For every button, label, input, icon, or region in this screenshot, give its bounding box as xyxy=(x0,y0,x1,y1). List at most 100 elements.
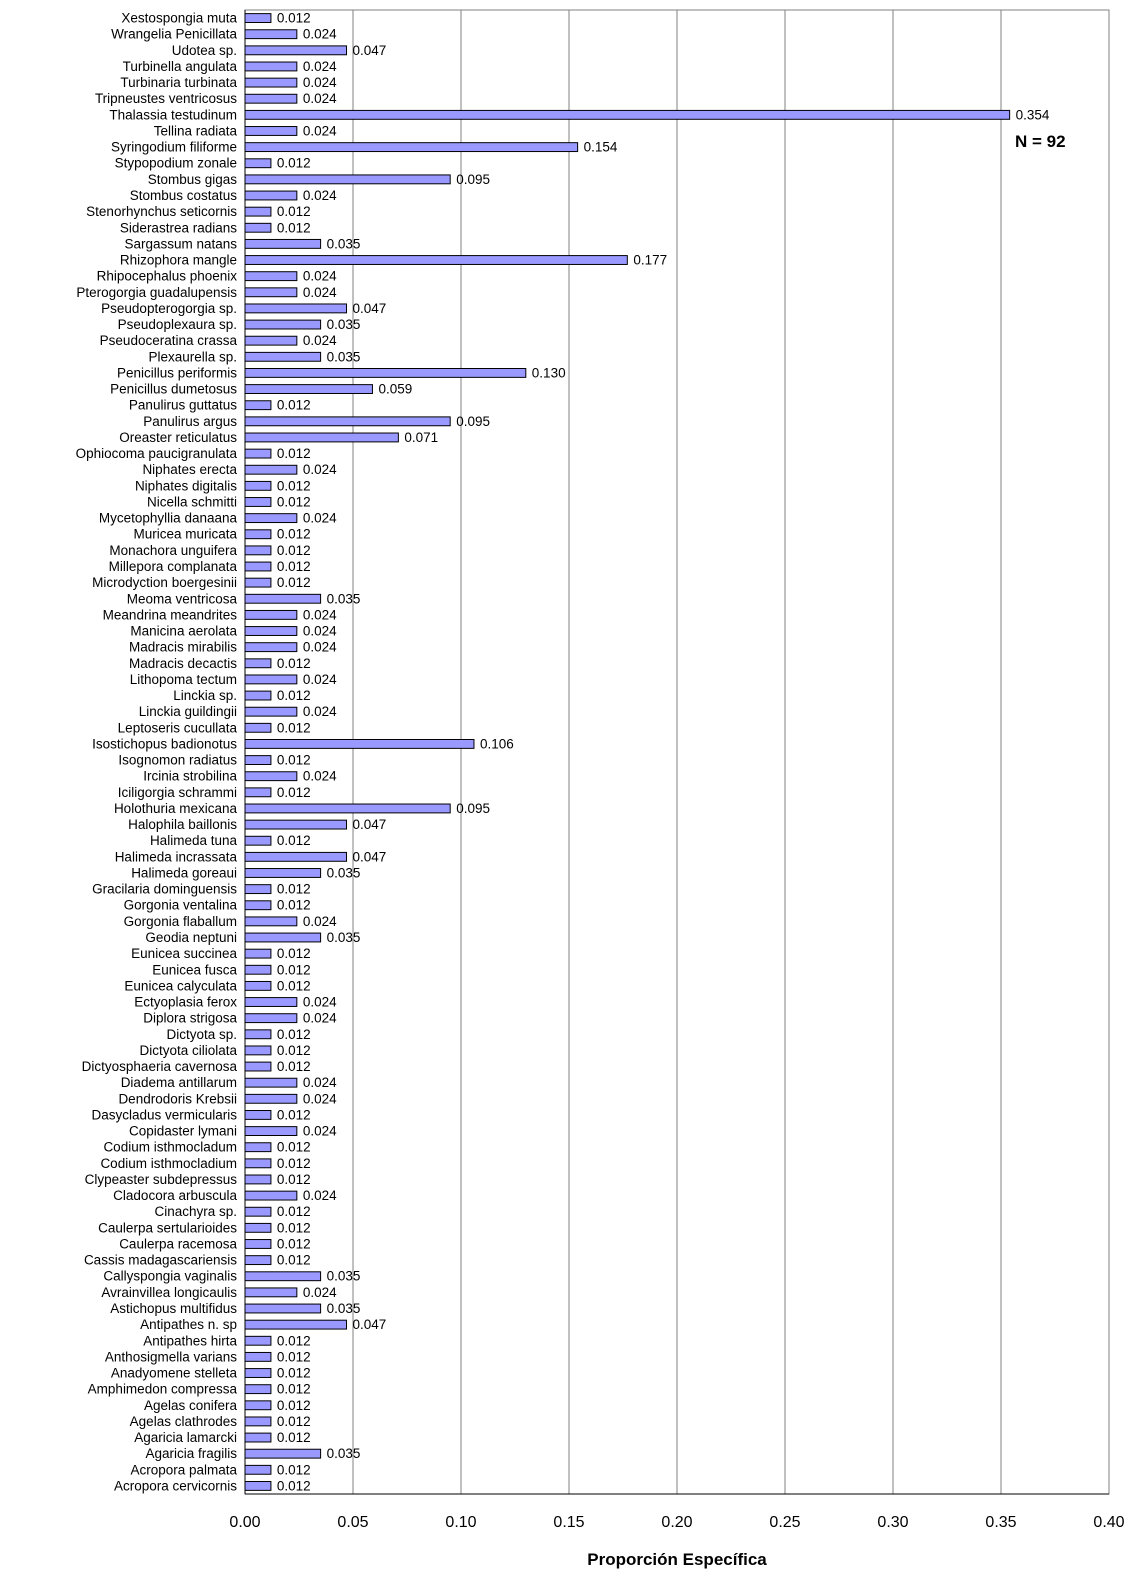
value-label: 0.012 xyxy=(277,398,311,413)
value-label: 0.012 xyxy=(277,494,311,509)
category-label: Sargassum natans xyxy=(124,236,237,251)
category-label: Dictyota sp. xyxy=(166,1027,237,1042)
bar xyxy=(244,319,322,330)
value-label: 0.012 xyxy=(277,1382,311,1397)
category-label: Niphates erecta xyxy=(142,462,237,477)
value-label: 0.035 xyxy=(327,236,361,251)
gridlines xyxy=(244,9,1110,1495)
value-label: 0.177 xyxy=(633,253,667,268)
category-label: Penicillus periformis xyxy=(117,365,237,380)
value-label: 0.024 xyxy=(303,188,337,203)
value-label: 0.024 xyxy=(303,995,337,1010)
category-label: Nicella schmitti xyxy=(147,494,237,509)
bar xyxy=(244,529,272,540)
category-label: Anthosigmella varians xyxy=(105,1349,237,1364)
bar xyxy=(244,1271,322,1282)
bar xyxy=(244,222,272,233)
category-label: Leptoseris cucullata xyxy=(118,720,238,735)
category-label: Codium isthmocladium xyxy=(100,1156,237,1171)
bar xyxy=(244,255,628,265)
value-label: 0.035 xyxy=(327,591,361,606)
value-label: 0.012 xyxy=(277,656,311,671)
category-label: Cassis madagascariensis xyxy=(84,1253,237,1268)
value-label: 0.024 xyxy=(303,75,337,90)
x-tick-label: 0.30 xyxy=(877,1514,908,1531)
bar xyxy=(244,1303,322,1314)
category-label: Holothuria mexicana xyxy=(114,801,238,816)
value-label: 0.012 xyxy=(277,1478,311,1493)
category-label: Udotea sp. xyxy=(172,43,237,58)
value-label: 0.024 xyxy=(303,511,337,526)
bar xyxy=(244,851,348,862)
value-label: 0.012 xyxy=(277,156,311,171)
bar xyxy=(244,400,272,411)
category-label: Iciligorgia schrammi xyxy=(118,785,237,800)
bar xyxy=(244,335,298,346)
bar xyxy=(244,932,322,943)
category-label: Turbinaria turbinata xyxy=(120,75,237,90)
bar xyxy=(244,1464,272,1475)
category-label: Madracis decactis xyxy=(129,656,237,671)
value-label: 0.012 xyxy=(277,1398,311,1413)
value-label: 0.012 xyxy=(277,220,311,235)
category-label: Ircinia strobilina xyxy=(143,769,237,784)
value-label: 0.024 xyxy=(303,1124,337,1139)
category-label: Eunicea calyculata xyxy=(124,978,237,993)
value-label: 0.095 xyxy=(456,801,490,816)
value-label: 0.024 xyxy=(303,769,337,784)
bar xyxy=(244,45,348,56)
bar xyxy=(244,1013,298,1024)
category-label: Stenorhynchus seticornis xyxy=(86,204,237,219)
bar xyxy=(244,803,451,814)
bar xyxy=(244,561,272,572)
sample-size-annotation: N = 92 xyxy=(1015,132,1066,151)
x-tick-label: 0.05 xyxy=(337,1514,368,1531)
bar xyxy=(244,819,348,830)
bar xyxy=(244,690,272,701)
category-label: Lithopoma tectum xyxy=(130,672,237,687)
value-label: 0.035 xyxy=(327,317,361,332)
category-label: Dictyota ciliolata xyxy=(139,1043,237,1058)
category-label: Eunicea fusca xyxy=(152,962,237,977)
bar xyxy=(244,190,298,201)
value-label: 0.012 xyxy=(277,946,311,961)
bar xyxy=(244,738,475,749)
value-label: 0.012 xyxy=(277,1462,311,1477)
category-label: Thalassia testudinum xyxy=(109,107,237,122)
value-label: 0.047 xyxy=(353,817,387,832)
bar xyxy=(244,13,272,24)
bar xyxy=(244,980,272,991)
bar xyxy=(244,1432,272,1443)
category-label: Callyspongia vaginalis xyxy=(103,1269,237,1284)
bar xyxy=(244,835,272,846)
value-label: 0.154 xyxy=(584,140,618,155)
bar xyxy=(244,271,298,282)
axes: 0.00 0.05 0.10 0.15 0.20 0.25 0.30 0.35 0.40 xyxy=(229,10,1125,1531)
bar xyxy=(244,900,272,911)
category-label: Dasycladus vermicularis xyxy=(91,1107,237,1122)
category-label: Meoma ventricosa xyxy=(127,591,238,606)
value-label: 0.130 xyxy=(532,365,566,380)
bar xyxy=(244,448,272,459)
value-label: 0.024 xyxy=(303,672,337,687)
category-label: Amphimedon compressa xyxy=(88,1382,238,1397)
value-label: 0.024 xyxy=(303,462,337,477)
value-label: 0.012 xyxy=(277,1220,311,1235)
value-label: 0.012 xyxy=(277,204,311,219)
category-label: Acropora cervicornis xyxy=(114,1478,237,1493)
bar xyxy=(244,61,298,72)
value-label: 0.354 xyxy=(1016,107,1050,122)
value-label: 0.012 xyxy=(277,1140,311,1155)
bar xyxy=(244,1368,272,1378)
value-label: 0.047 xyxy=(353,301,387,316)
category-label: Stombus costatus xyxy=(130,188,238,203)
bar xyxy=(244,1061,272,1072)
bar xyxy=(244,1126,298,1137)
bar xyxy=(244,432,399,443)
category-label: Isostichopus badionotus xyxy=(92,736,237,751)
bar xyxy=(244,545,272,556)
bar xyxy=(244,158,272,169)
category-label: Caulerpa racemosa xyxy=(119,1236,237,1251)
category-label: Agelas clathrodes xyxy=(130,1414,238,1429)
category-label: Turbinella angulata xyxy=(123,59,238,74)
